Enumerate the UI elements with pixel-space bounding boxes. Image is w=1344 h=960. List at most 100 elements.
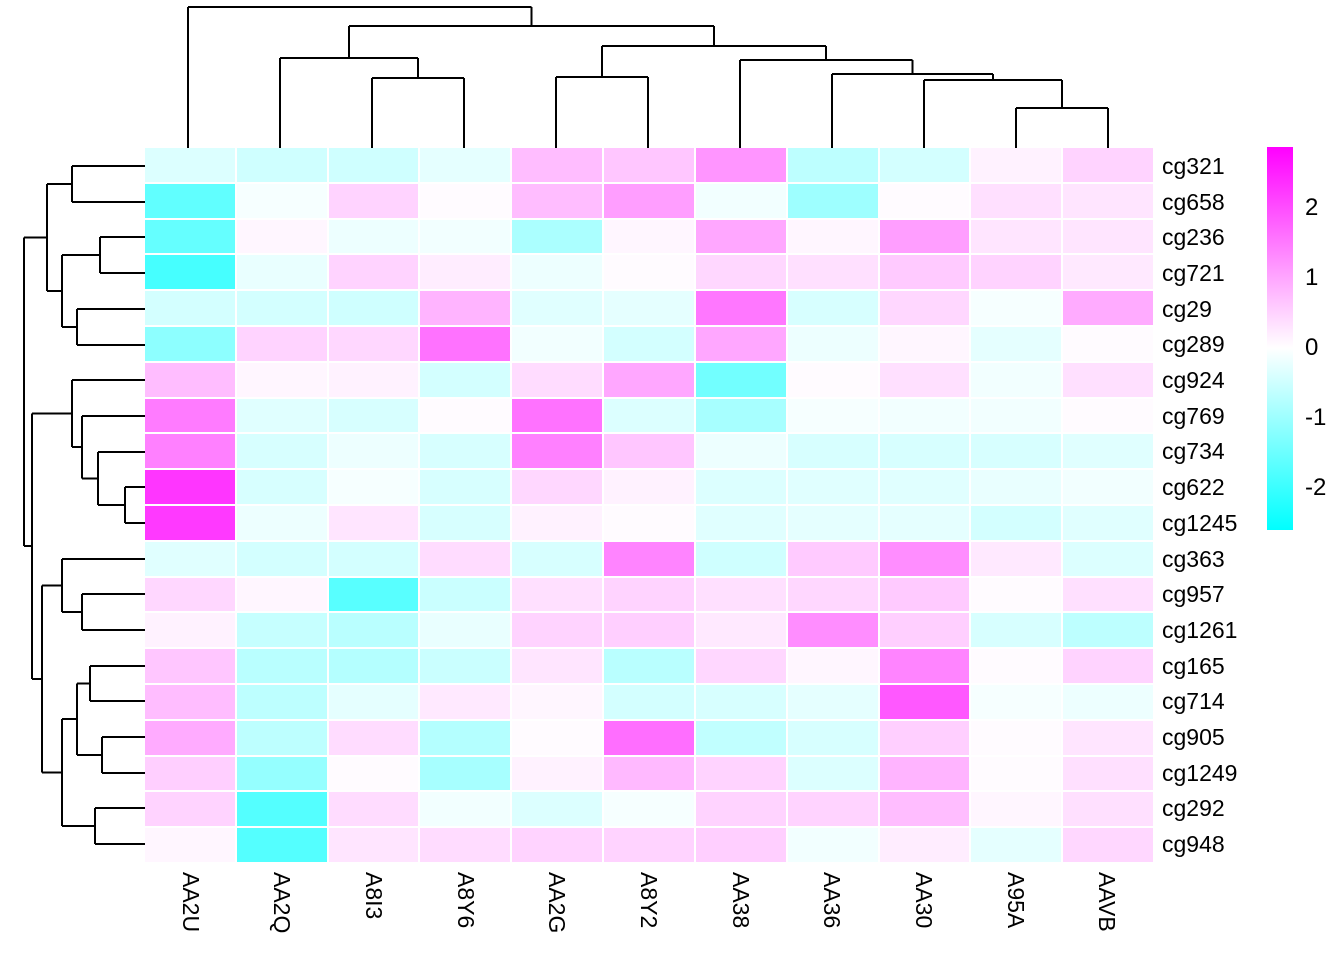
- heatmap-cell: [787, 720, 878, 755]
- column-dendrogram: [187, 6, 1109, 148]
- heatmap-cell: [420, 470, 511, 504]
- heatmap-cell: [787, 183, 878, 218]
- heatmap-cell: [512, 684, 603, 719]
- heatmap-cell: [420, 219, 511, 254]
- heatmap-cell: [328, 577, 419, 612]
- heatmap-cell: [236, 470, 327, 504]
- row-label: cg734: [1162, 438, 1225, 465]
- heatmap-cell: [236, 577, 327, 612]
- heatmap-cell: [512, 148, 603, 182]
- heatmap-cell: [604, 219, 694, 254]
- heatmap-cell: [604, 398, 694, 433]
- heatmap-cell: [145, 326, 235, 361]
- heatmap-cell: [695, 398, 786, 433]
- heatmap-cell: [420, 828, 511, 862]
- heatmap-cell: [604, 792, 694, 827]
- heatmap-cell: [604, 148, 694, 182]
- column-label: AAVB: [1094, 872, 1121, 932]
- row-label: cg924: [1162, 367, 1225, 394]
- row-label: cg165: [1162, 652, 1225, 679]
- heatmap-cell: [971, 398, 1062, 433]
- heatmap-cell: [328, 720, 419, 755]
- heatmap-cell: [145, 434, 235, 469]
- heatmap-cell: [512, 792, 603, 827]
- heatmap-cell: [604, 828, 694, 862]
- heatmap-cell: [1063, 756, 1153, 791]
- heatmap-cell: [971, 470, 1062, 504]
- heatmap-cell: [1063, 255, 1153, 290]
- row-label: cg905: [1162, 724, 1225, 751]
- heatmap-cell: [145, 183, 235, 218]
- heatmap-cell: [512, 649, 603, 683]
- heatmap-cell: [512, 541, 603, 576]
- row-label: cg1245: [1162, 509, 1238, 536]
- heatmap-cell: [787, 148, 878, 182]
- row-label: cg321: [1162, 152, 1225, 179]
- heatmap-cell: [1063, 434, 1153, 469]
- row-label: cg622: [1162, 474, 1225, 501]
- row-label: cg957: [1162, 581, 1225, 608]
- heatmap-cell: [236, 505, 327, 540]
- heatmap-cell: [236, 398, 327, 433]
- heatmap-cell: [328, 541, 419, 576]
- heatmap-cell: [236, 649, 327, 683]
- heatmap-cell: [787, 470, 878, 504]
- heatmap-cell: [1063, 577, 1153, 612]
- heatmap-cell: [1063, 792, 1153, 827]
- heatmap-cell: [420, 434, 511, 469]
- heatmap-cell: [328, 255, 419, 290]
- heatmap-cell: [328, 792, 419, 827]
- heatmap-cell: [420, 577, 511, 612]
- heatmap-cell: [879, 255, 970, 290]
- legend-tick-label: 1: [1305, 264, 1319, 291]
- heatmap-cell: [145, 577, 235, 612]
- heatmap-cell: [1063, 505, 1153, 540]
- heatmap-cell: [787, 649, 878, 683]
- column-label: AA2Q: [269, 872, 296, 934]
- heatmap-cell: [1063, 541, 1153, 576]
- legend-tick-label: -1: [1305, 404, 1327, 431]
- heatmap-cell: [328, 219, 419, 254]
- heatmap-cell: [971, 684, 1062, 719]
- heatmap-cell: [604, 470, 694, 504]
- heatmap-cell: [604, 326, 694, 361]
- heatmap-cell: [787, 219, 878, 254]
- heatmap-cell: [236, 255, 327, 290]
- heatmap-cell: [420, 183, 511, 218]
- heatmap-cell: [1063, 291, 1153, 325]
- heatmap-cell: [971, 541, 1062, 576]
- heatmap-cell: [145, 291, 235, 325]
- heatmap-cell: [236, 362, 327, 397]
- heatmap-cell: [695, 720, 786, 755]
- heatmap-cell: [236, 148, 327, 182]
- heatmap-cell: [512, 613, 603, 648]
- heatmap-cell: [236, 792, 327, 827]
- heatmap-cell: [971, 613, 1062, 648]
- heatmap-cell: [236, 613, 327, 648]
- heatmap-cell: [328, 505, 419, 540]
- legend-colorbar: [1267, 147, 1293, 530]
- heatmap-cell: [236, 291, 327, 325]
- heatmap-cell: [787, 434, 878, 469]
- heatmap-cell: [420, 148, 511, 182]
- heatmap-cell: [145, 255, 235, 290]
- heatmap-cell: [787, 756, 878, 791]
- heatmap-cell: [971, 362, 1062, 397]
- heatmap-cell: [328, 434, 419, 469]
- heatmap-cell: [695, 291, 786, 325]
- heatmap-cell: [1063, 828, 1153, 862]
- heatmap-cell: [879, 613, 970, 648]
- legend-tick-label: 0: [1305, 334, 1319, 361]
- heatmap-cell: [328, 326, 419, 361]
- heatmap-cell: [145, 720, 235, 755]
- heatmap-cell: [604, 541, 694, 576]
- heatmap-cell: [420, 720, 511, 755]
- heatmap-cell: [787, 792, 878, 827]
- row-label: cg236: [1162, 224, 1225, 251]
- heatmap-cell: [787, 362, 878, 397]
- heatmap-cell: [787, 613, 878, 648]
- heatmap-cell: [787, 684, 878, 719]
- heatmap-cell: [695, 148, 786, 182]
- column-label: A8I3: [361, 872, 388, 920]
- heatmap-cell: [971, 756, 1062, 791]
